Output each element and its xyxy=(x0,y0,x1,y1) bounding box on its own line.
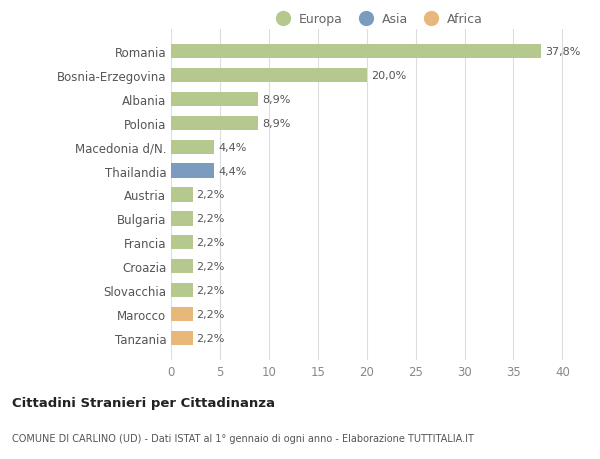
Text: 8,9%: 8,9% xyxy=(262,118,290,129)
Bar xyxy=(171,188,193,202)
Text: 4,4%: 4,4% xyxy=(218,142,247,152)
Bar xyxy=(171,140,214,155)
Text: COMUNE DI CARLINO (UD) - Dati ISTAT al 1° gennaio di ogni anno - Elaborazione TU: COMUNE DI CARLINO (UD) - Dati ISTAT al 1… xyxy=(12,433,474,442)
Bar xyxy=(171,93,258,107)
Bar xyxy=(171,69,367,83)
Bar xyxy=(171,235,193,250)
Text: 8,9%: 8,9% xyxy=(262,95,290,105)
Bar xyxy=(171,164,214,179)
Bar xyxy=(171,259,193,274)
Text: 2,2%: 2,2% xyxy=(196,333,225,343)
Text: 2,2%: 2,2% xyxy=(196,285,225,296)
Text: 37,8%: 37,8% xyxy=(545,47,580,57)
Text: 4,4%: 4,4% xyxy=(218,166,247,176)
Bar xyxy=(171,45,541,59)
Text: 2,2%: 2,2% xyxy=(196,238,225,248)
Text: 2,2%: 2,2% xyxy=(196,262,225,272)
Bar xyxy=(171,283,193,297)
Legend: Europa, Asia, Africa: Europa, Asia, Africa xyxy=(265,8,488,31)
Text: 20,0%: 20,0% xyxy=(371,71,406,81)
Bar xyxy=(171,331,193,345)
Bar xyxy=(171,117,258,131)
Bar xyxy=(171,307,193,321)
Bar xyxy=(171,212,193,226)
Text: 2,2%: 2,2% xyxy=(196,309,225,319)
Text: 2,2%: 2,2% xyxy=(196,214,225,224)
Text: Cittadini Stranieri per Cittadinanza: Cittadini Stranieri per Cittadinanza xyxy=(12,396,275,409)
Text: 2,2%: 2,2% xyxy=(196,190,225,200)
